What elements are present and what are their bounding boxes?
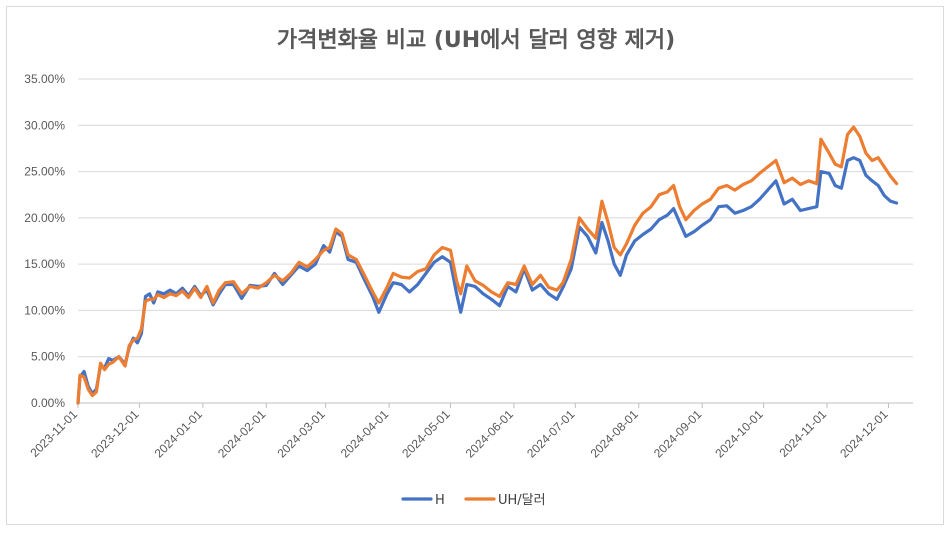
x-tick-label: 2024-01-01 bbox=[152, 407, 206, 461]
x-tick-label: 2024-11-01 bbox=[776, 407, 829, 460]
y-tick-label: 10.00% bbox=[24, 303, 65, 317]
series-group bbox=[76, 125, 899, 405]
x-tick-label: 2023-11-01 bbox=[27, 407, 80, 460]
x-tick-label: 2024-03-01 bbox=[274, 407, 328, 461]
y-tick-label: 0.00% bbox=[31, 396, 65, 410]
y-axis: 0.00% 5.00% 10.00% 15.00% 20.00% 25.00% 30.00%… bbox=[24, 72, 65, 410]
x-tick-label: 2024-05-01 bbox=[399, 407, 453, 461]
legend-label: H bbox=[435, 493, 445, 508]
x-tick-label: 2024-04-01 bbox=[338, 407, 392, 461]
x-tick-label: 2024-06-01 bbox=[463, 407, 517, 461]
y-tick-label: 15.00% bbox=[24, 257, 65, 271]
x-tick-label: 2024-09-01 bbox=[651, 407, 705, 461]
gridlines bbox=[78, 78, 913, 358]
x-tick-label: 2024-10-01 bbox=[712, 407, 766, 461]
x-tick-label: 2024-02-01 bbox=[215, 407, 269, 461]
legend: H UH/달러 bbox=[401, 493, 546, 508]
chart-title: 가격변화율 비교 (UH에서 달러 영향 제거) bbox=[276, 28, 676, 53]
x-axis: 2023-11-01 2023-12-01 2024-01-01 2024-02-01… bbox=[27, 402, 913, 461]
y-tick-label: 35.00% bbox=[24, 72, 65, 86]
series-line-uh-dollar bbox=[76, 125, 899, 405]
x-tick-label: 2024-07-01 bbox=[524, 407, 578, 461]
y-tick-label: 20.00% bbox=[24, 211, 65, 225]
chart-frame bbox=[6, 6, 944, 525]
y-tick-label: 5.00% bbox=[31, 350, 65, 364]
series-line-h bbox=[76, 156, 899, 405]
x-tick-label: 2024-12-01 bbox=[837, 407, 891, 461]
y-tick-label: 25.00% bbox=[24, 165, 65, 179]
y-tick-label: 30.00% bbox=[24, 118, 65, 132]
legend-label: UH/달러 bbox=[498, 493, 546, 508]
x-tick-label: 2023-12-01 bbox=[88, 407, 142, 461]
x-tick-label: 2024-08-01 bbox=[588, 407, 642, 461]
